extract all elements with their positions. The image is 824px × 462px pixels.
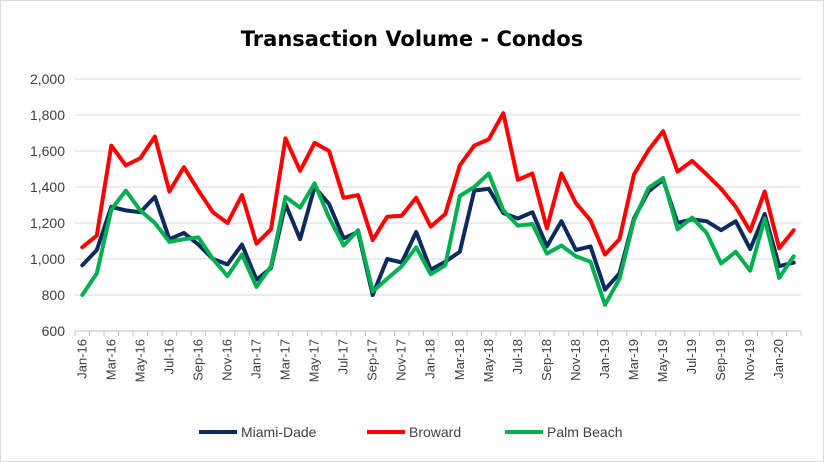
x-tick-label: May-18	[481, 339, 496, 382]
series-line-palm-beach	[80, 171, 796, 307]
y-tick-label: 800	[42, 287, 66, 303]
x-tick-label: Jul-17	[336, 339, 351, 374]
y-tick-label: 1,800	[30, 107, 65, 123]
x-tick-label: Jan-18	[423, 339, 438, 379]
x-tick-label: Sep-19	[713, 339, 728, 381]
legend-label: Miami-Dade	[241, 424, 317, 440]
y-tick-label: 600	[42, 323, 66, 339]
x-tick-label: Mar-16	[103, 339, 118, 380]
x-tick-label: May-19	[655, 339, 670, 382]
x-tick-label: Sep-17	[365, 339, 380, 381]
x-tick-label: Nov-16	[219, 339, 234, 381]
x-tick-label: Sep-16	[190, 339, 205, 381]
y-tick-label: 1,400	[30, 179, 65, 195]
x-tick-label: Nov-17	[394, 339, 409, 381]
y-tick-label: 1,200	[30, 215, 65, 231]
y-tick-label: 1,600	[30, 143, 65, 159]
legend-label: Broward	[409, 424, 461, 440]
y-tick-label: 1,000	[30, 251, 65, 267]
x-tick-label: Mar-18	[452, 339, 467, 380]
chart-title: Transaction Volume - Condos	[240, 27, 584, 51]
x-tick-label: Mar-17	[278, 339, 293, 380]
x-tick-label: Jan-17	[249, 339, 264, 379]
x-tick-label: Nov-18	[568, 339, 583, 381]
x-tick-label: May-16	[132, 339, 147, 382]
x-tick-label: Jul-19	[684, 339, 699, 374]
x-tick-label: Jan-16	[74, 339, 89, 379]
y-tick-label: 2,000	[30, 71, 65, 87]
y-axis-ticks: 600 800 1,000 1,200 1,400 1,600 1,800 2,000	[30, 71, 65, 339]
x-tick-label: Jan-20	[771, 339, 786, 379]
x-tick-label: Nov-19	[742, 339, 757, 381]
x-tick-label: Mar-19	[626, 339, 641, 380]
x-tick-label: Jul-18	[510, 339, 525, 374]
x-axis: Jan-16 Mar-16 May-16 Jul-16 Sep-16 Nov-16 Jan-…	[74, 330, 802, 382]
legend-label: Palm Beach	[547, 424, 622, 440]
gridlines	[75, 78, 801, 332]
legend: Miami-Dade Broward Palm Beach	[199, 424, 622, 440]
x-tick-label: Jul-16	[161, 339, 176, 374]
series-line-broward	[80, 111, 796, 257]
x-tick-label: May-17	[307, 339, 322, 382]
x-tick-label: Sep-18	[539, 339, 554, 381]
series-lines	[80, 111, 796, 307]
x-tick-label: Jan-19	[597, 339, 612, 379]
